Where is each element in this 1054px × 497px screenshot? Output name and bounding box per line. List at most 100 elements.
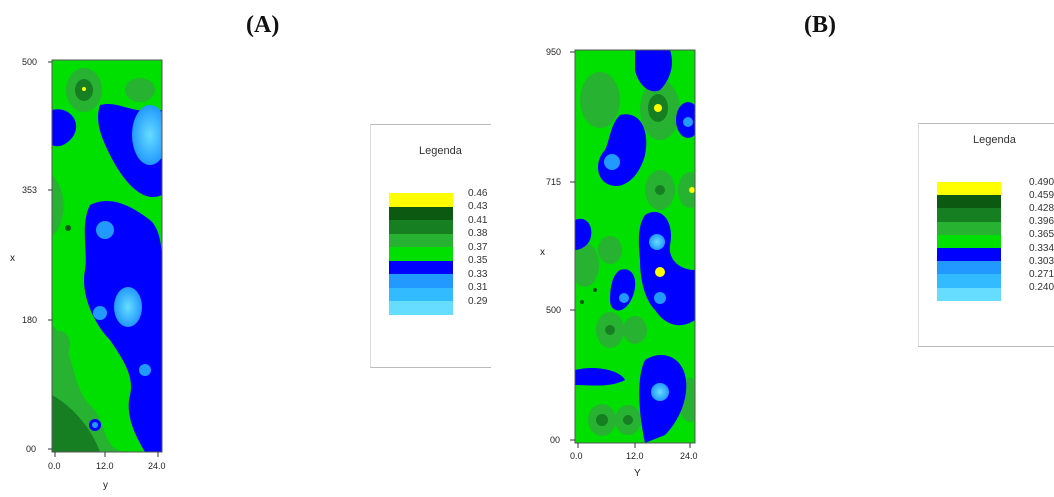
xtick-b-2: 24.0 bbox=[680, 451, 698, 461]
region-b-blue-7 bbox=[575, 368, 625, 386]
region-b-blue-top bbox=[635, 50, 672, 92]
region-a-green-spot bbox=[52, 331, 70, 359]
heatmap-a: 500 353 180 00 x 0.0 12.0 24.0 y bbox=[10, 57, 166, 491]
legend-value-0-8: 0.29 bbox=[468, 295, 488, 307]
ytick-b-1: 715 bbox=[546, 177, 561, 187]
xlabel-a: y bbox=[103, 480, 108, 491]
ytick-a-2: 180 bbox=[22, 315, 37, 325]
region-b-dot-1 bbox=[593, 288, 597, 292]
region-b-blue-4 bbox=[575, 218, 592, 250]
region-b-lightblue-2 bbox=[651, 383, 669, 401]
legend-swatch-0-0 bbox=[389, 193, 453, 207]
region-b-dot-2 bbox=[580, 300, 584, 304]
ytick-a-0: 500 bbox=[22, 57, 37, 67]
region-b-darkgreen-3 bbox=[605, 325, 615, 335]
legend-swatch-1-3 bbox=[937, 221, 1001, 235]
region-a-lightblue-spot bbox=[114, 287, 142, 327]
region-b-darkgreen-2 bbox=[655, 185, 665, 195]
region-a-blue-left bbox=[52, 109, 77, 147]
region-b-green-8 bbox=[623, 316, 647, 344]
legend-value-0-3: 0.38 bbox=[468, 228, 488, 240]
region-b-skyblue-1 bbox=[604, 154, 620, 170]
legend-swatch-0-3 bbox=[389, 233, 453, 247]
legend-value-1-2: 0.428 bbox=[1029, 203, 1054, 214]
xtick-b-0: 0.0 bbox=[570, 451, 583, 461]
legend-value-0-1: 0.43 bbox=[468, 201, 488, 213]
ylabel-a: x bbox=[10, 253, 15, 264]
legend-swatch-0-4 bbox=[389, 247, 453, 261]
legend-value-1-6: 0.303 bbox=[1029, 255, 1054, 267]
region-b-yellow-3 bbox=[655, 267, 665, 277]
legend-swatch-1-1 bbox=[937, 195, 1001, 209]
region-a-darkgreen-lower bbox=[52, 395, 100, 452]
heatmap-b: 950 715 500 00 x 0.0 12.0 24.0 Y bbox=[540, 47, 698, 479]
heatmap-b-yticks bbox=[570, 51, 575, 441]
legend-swatch-1-4 bbox=[937, 234, 1001, 248]
region-b-green-5 bbox=[575, 243, 599, 287]
heatmap-a-frame bbox=[51, 59, 163, 453]
region-a-darkgreen-dot bbox=[65, 225, 71, 231]
ytick-b-3: 00 bbox=[550, 435, 560, 445]
legend-b: Legenda 0.490 0.459 0.428 0.396 0.365 0.334 0.… bbox=[918, 123, 1054, 347]
legend-value-1-7: 0.271 bbox=[1029, 269, 1054, 280]
legend-b-title: Legenda bbox=[973, 134, 1016, 146]
legend-swatch-1-2 bbox=[937, 208, 1001, 222]
legend-value-1-4: 0.365 bbox=[1029, 229, 1054, 241]
legend-swatch-0-5 bbox=[389, 260, 453, 274]
legend-swatch-1-6 bbox=[937, 261, 1001, 275]
region-a-skyblue-spot1 bbox=[96, 221, 114, 239]
legend-value-1-8: 0.240 bbox=[1029, 282, 1054, 294]
ytick-a-3: 00 bbox=[26, 444, 36, 454]
xtick-a-2: 24.0 bbox=[148, 461, 166, 471]
legend-swatch-1-0 bbox=[937, 182, 1001, 196]
legend-value-1-1: 0.459 bbox=[1029, 189, 1054, 201]
legend-swatch-0-6 bbox=[389, 274, 453, 288]
region-a-yellow-dot bbox=[82, 87, 86, 91]
xtick-a-0: 0.0 bbox=[48, 461, 61, 471]
panel-label-a: (A) bbox=[246, 12, 280, 38]
ytick-b-2: 500 bbox=[546, 305, 561, 315]
heatmap-b-xticks bbox=[577, 443, 691, 448]
legend-value-0-7: 0.31 bbox=[468, 282, 488, 294]
legend-value-0-6: 0.33 bbox=[468, 268, 488, 280]
region-b-yellow-1 bbox=[654, 104, 662, 112]
region-b-skyblue-4 bbox=[619, 293, 629, 303]
region-a-skyblue-dot bbox=[92, 422, 98, 428]
legend-value-0-4: 0.37 bbox=[468, 241, 488, 253]
region-b-skyblue-2 bbox=[683, 117, 693, 127]
region-a-green-left bbox=[52, 175, 64, 235]
legend-swatch-0-1 bbox=[389, 206, 453, 220]
legend-swatch-1-8 bbox=[937, 287, 1001, 301]
region-a-skyblue-spot3 bbox=[139, 364, 151, 376]
legend-swatch-0-2 bbox=[389, 220, 453, 234]
legend-value-1-3: 0.396 bbox=[1029, 216, 1054, 228]
legend-a: Legenda 0.46 0.43 0.41 0.38 0.37 0.35 0.33 0.31… bbox=[370, 124, 491, 368]
region-b-yellow-2 bbox=[689, 187, 695, 193]
region-a-blue-lower bbox=[84, 200, 162, 452]
region-b-green-1 bbox=[580, 72, 620, 128]
legend-swatch-1-5 bbox=[937, 248, 1001, 262]
region-b-darkgreen-5 bbox=[623, 415, 633, 425]
region-b-lightblue-1 bbox=[649, 234, 665, 250]
legend-swatch-0-8 bbox=[389, 301, 453, 315]
ylabel-b: x bbox=[540, 247, 545, 258]
legend-swatch-1-7 bbox=[937, 274, 1001, 288]
heatmap-a-xticks bbox=[54, 452, 159, 457]
xtick-b-1: 12.0 bbox=[626, 451, 644, 461]
ytick-b-0: 950 bbox=[546, 47, 561, 57]
legend-value-1-5: 0.334 bbox=[1029, 242, 1054, 254]
region-b-skyblue-3 bbox=[654, 292, 666, 304]
xlabel-b: Y bbox=[634, 468, 641, 479]
legend-value-1-0: 0.490 bbox=[1029, 176, 1054, 188]
xtick-a-1: 12.0 bbox=[96, 461, 114, 471]
panel-label-b: (B) bbox=[804, 12, 836, 38]
region-a-green-topright bbox=[125, 78, 155, 102]
heatmap-a-yticks bbox=[48, 61, 52, 450]
legend-value-0-5: 0.35 bbox=[468, 255, 488, 267]
legend-value-0-2: 0.41 bbox=[468, 214, 488, 226]
legend-value-0-0: 0.46 bbox=[468, 187, 488, 199]
region-b-green-6 bbox=[598, 236, 622, 264]
legend-swatch-0-7 bbox=[389, 287, 453, 301]
region-a-skyblue-spot2 bbox=[93, 306, 107, 320]
region-b-blue-6 bbox=[610, 269, 636, 311]
